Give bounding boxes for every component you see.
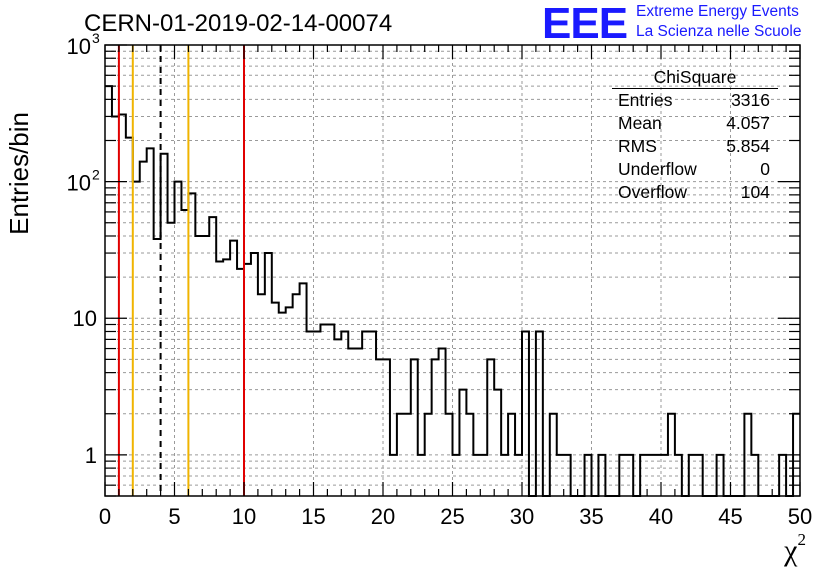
x-tick-label: 25 <box>440 504 464 529</box>
stats-value: 4.057 <box>726 113 770 133</box>
histogram-line <box>105 85 800 497</box>
histogram-series <box>105 85 800 497</box>
x-tick-label: 50 <box>788 504 812 529</box>
logo-line2: La Scienza nelle Scuole <box>636 23 802 40</box>
x-tick-label: 40 <box>649 504 673 529</box>
y-tick-label: 1 <box>85 443 97 468</box>
stats-label: Underflow <box>618 159 697 179</box>
stats-value: 3316 <box>731 90 770 110</box>
reference-lines <box>117 45 245 496</box>
y-tick-label: 10 <box>73 306 97 331</box>
stats-value: 5.854 <box>726 136 770 156</box>
axes <box>104 44 801 497</box>
x-axis-label-base: χ <box>784 534 798 567</box>
x-tick-label: 45 <box>718 504 742 529</box>
stats-label: Overflow <box>618 182 688 202</box>
y-axis-label: Entries/bin <box>4 112 34 235</box>
stats-row: Mean 4.057 <box>612 112 778 135</box>
stats-row: Overflow 104 <box>612 181 778 204</box>
x-tick-label: 30 <box>510 504 534 529</box>
x-tick-label: 5 <box>168 504 180 529</box>
stats-row: Entries 3316 <box>612 89 778 112</box>
stats-label: RMS <box>618 136 657 156</box>
stats-value: 104 <box>740 182 770 202</box>
x-tick-label: 20 <box>371 504 395 529</box>
x-axis-label: χ2 <box>784 530 806 568</box>
grid-lines <box>105 44 800 497</box>
stats-title: ChiSquare <box>612 66 778 89</box>
x-axis-label-sup: 2 <box>797 530 807 549</box>
stats-row: RMS 5.854 <box>612 135 778 158</box>
stats-label: Mean <box>618 113 662 133</box>
x-tick-label: 35 <box>579 504 603 529</box>
stats-label: Entries <box>618 90 673 110</box>
x-tick-label: 10 <box>232 504 256 529</box>
y-tick-label-exponent: 3 <box>92 30 100 46</box>
x-tick-label: 15 <box>301 504 325 529</box>
stats-row: Underflow 0 <box>612 158 778 181</box>
chart-title: CERN-01-2019-02-14-00074 <box>84 10 393 37</box>
y-tick-label-exponent: 2 <box>92 167 100 183</box>
x-tick-label: 0 <box>99 504 111 529</box>
logo-line1: Extreme Energy Events <box>636 3 799 20</box>
stats-value: 0 <box>760 159 770 179</box>
y-tick-label: 10 <box>67 34 91 59</box>
stats-box: ChiSquare Entries 3316 Mean 4.057 RMS 5.854… <box>612 66 778 204</box>
eee-logo: EEE <box>542 0 628 48</box>
y-tick-label: 10 <box>67 171 91 196</box>
